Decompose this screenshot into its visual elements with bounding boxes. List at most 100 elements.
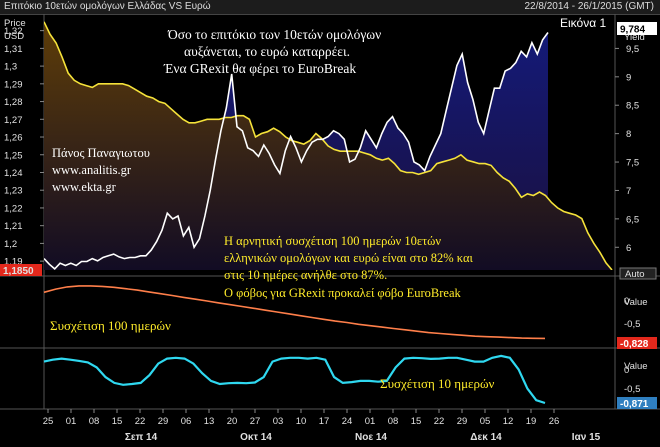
- left-axis-tick-label: 1,29: [4, 79, 23, 90]
- x-axis-tick-label: 24: [342, 416, 353, 427]
- x-axis-tick-label: 19: [526, 416, 537, 427]
- left-axis-tick-label: 1,2: [4, 239, 17, 250]
- x-axis-tick-label: 03: [273, 416, 284, 427]
- corr10-tick-label: 0: [624, 365, 629, 376]
- corr100-axis: 0 -0,5: [624, 296, 640, 330]
- auto-scale-label: Auto: [625, 269, 645, 280]
- x-axis-tick-label: 12: [503, 416, 514, 427]
- right-axis-tick-label: 9: [626, 72, 631, 83]
- corr10-label: Συσχέτιση 10 ημερών: [380, 376, 495, 391]
- x-axis-tick-label: 08: [89, 416, 100, 427]
- title-bar: Επιτόκιο 10ετών ομολόγων Ελλάδας VS Ευρώ…: [0, 0, 660, 15]
- left-axis-tick-label: 1,27: [4, 115, 23, 126]
- svg-text:αυξάνεται, το ευρώ καταρρέει.: αυξάνεται, το ευρώ καταρρέει.: [184, 44, 350, 59]
- svg-text:Ένα GRexit θα φέρει το EuroBre: Ένα GRexit θα φέρει το EuroBreak: [163, 61, 356, 76]
- x-axis-month-label: Δεκ 14: [470, 432, 502, 443]
- svg-text:Ο φόβος για GRexit προκαλεί φό: Ο φόβος για GRexit προκαλεί φόβο EuroBre…: [224, 286, 462, 300]
- auto-scale-button[interactable]: Auto: [619, 267, 657, 280]
- chart-title: Επιτόκιο 10ετών ομολόγων Ελλάδας VS Ευρώ: [4, 1, 211, 12]
- date-range: 22/8/2014 - 26/1/2015 (GMT): [524, 1, 654, 12]
- x-axis-tick-label: 08: [388, 416, 399, 427]
- right-axis-tick-label: 6,5: [626, 214, 639, 225]
- x-axis-tick-label: 15: [112, 416, 123, 427]
- corr100-tick-label: -0,5: [624, 319, 640, 330]
- correlation-note: Η αρνητική συσχέτιση 100 ημερών 10ετών ε…: [224, 234, 474, 300]
- x-axis-tick-label: 13: [204, 416, 215, 427]
- left-axis-tick-label: 1,31: [4, 44, 23, 55]
- yield-last-value-tag: 9,784: [617, 22, 657, 36]
- eurusd-last-value-tag: 1,1850: [0, 264, 42, 277]
- x-axis-tick-label: 01: [66, 416, 77, 427]
- corr10-axis: 0 -0,5: [624, 365, 640, 395]
- left-axis-tick-label: 1,26: [4, 133, 23, 144]
- x-axis-tick-label: 25: [43, 416, 54, 427]
- corr100-last-value-tag: -0,828: [617, 337, 657, 350]
- x-axis-tick-label: 06: [181, 416, 192, 427]
- x-axis-tick-label: 10: [296, 416, 307, 427]
- corr10-tick-label: -0,5: [624, 384, 640, 395]
- x-axis-month-label: Οκτ 14: [240, 432, 272, 443]
- left-axis-tick-label: 1,24: [4, 168, 23, 179]
- corr100-series-line: [43, 285, 546, 340]
- left-axis-tick-label: 1,19: [4, 257, 23, 268]
- left-axis-tick-label: 1,28: [4, 97, 23, 108]
- corr100-tick-label: 0: [624, 296, 629, 307]
- x-axis-tick-label: 29: [158, 416, 169, 427]
- right-axis-tick-label: 7,5: [626, 158, 639, 169]
- left-axis-label-top: Price: [4, 18, 26, 29]
- left-axis: 1,32 1,31 1,3 1,29 1,28 1,27 1,26 1,25 1,24 1,23 1…: [4, 26, 44, 268]
- corr100-axis-label: Value: [624, 297, 648, 308]
- x-axis-tick-label: 29: [457, 416, 468, 427]
- x-axis-tick-label: 22: [135, 416, 146, 427]
- left-axis-tick-label: 1,25: [4, 150, 23, 161]
- right-axis-tick-label: 8: [626, 129, 631, 140]
- x-axis-tick-label: 01: [365, 416, 376, 427]
- x-axis-tick-label: 05: [480, 416, 491, 427]
- right-axis-tick-label: 8,5: [626, 101, 639, 112]
- headline-annotation: Όσο το επιτόκιο των 10ετών ομολόγων αυξά…: [163, 27, 381, 76]
- panel-frames: [0, 14, 660, 410]
- x-axis: 25 01 08 15 22 29 06 13 20 27 03 10 17 24 01 08 15 22 29 05…: [43, 409, 601, 443]
- left-axis-tick-label: 1,3: [4, 62, 17, 73]
- svg-text:Πάνος Παναγιωτου: Πάνος Παναγιωτου: [52, 146, 150, 160]
- right-axis-tick-label: 9,5: [626, 44, 639, 55]
- left-axis-label-unit: USD: [4, 31, 24, 42]
- right-axis-label: Yield: [624, 32, 645, 43]
- svg-text:www.ekta.gr: www.ekta.gr: [52, 180, 117, 194]
- x-axis-tick-label: 17: [319, 416, 330, 427]
- right-axis-tick-label: 7: [626, 186, 631, 197]
- x-axis-month-label: Νοε 14: [355, 432, 387, 443]
- chart-canvas[interactable]: 1,321,311,31,291,281,271,261,251,241,231…: [0, 14, 660, 447]
- svg-text:9,784: 9,784: [620, 25, 645, 36]
- x-axis-tick-label: 15: [411, 416, 422, 427]
- corr10-axis-label: Value: [624, 361, 648, 372]
- left-axis-tick-label: 1,22: [4, 203, 23, 214]
- right-axis: 9,5 9 8,5 8 7,5 7 6,5 6: [615, 44, 639, 254]
- svg-text:-0,828: -0,828: [620, 339, 649, 350]
- x-axis-tick-label: 20: [227, 416, 238, 427]
- x-axis-tick-label: 27: [250, 416, 261, 427]
- corr10-last-value-tag: -0,871: [617, 397, 657, 410]
- x-axis-tick-label: 26: [549, 416, 560, 427]
- svg-text:1,1850: 1,1850: [3, 266, 34, 277]
- svg-text:ελληνικών ομολόγων και ευρώ εί: ελληνικών ομολόγων και ευρώ είναι στο 82…: [224, 251, 474, 265]
- corr10-series-line: [43, 354, 546, 405]
- left-axis-tick-label: 1,21: [4, 221, 23, 232]
- figure-label: Εικόνα 1: [560, 16, 606, 30]
- svg-text:στις 10 ημέρες ανήλθε στο 87%.: στις 10 ημέρες ανήλθε στο 87%.: [224, 268, 387, 282]
- x-axis-month-label: Ιαν 15: [572, 432, 601, 443]
- svg-text:Η αρνητική συσχέτιση 100 ημερώ: Η αρνητική συσχέτιση 100 ημερών 10ετών: [224, 234, 441, 248]
- x-axis-month-label: Σεπ 14: [125, 432, 158, 443]
- author-annotation: Πάνος Παναγιωτου www.analitis.gr www.ekt…: [52, 146, 150, 194]
- left-axis-tick-label: 1,32: [4, 26, 23, 37]
- corr100-label: Συσχέτιση 100 ημερών: [50, 318, 171, 333]
- left-axis-tick-label: 1,23: [4, 186, 23, 197]
- x-axis-tick-label: 22: [434, 416, 445, 427]
- svg-text:www.analitis.gr: www.analitis.gr: [52, 163, 132, 177]
- svg-text:Όσο το επιτόκιο των 10ετών ομο: Όσο το επιτόκιο των 10ετών ομολόγων: [167, 27, 381, 42]
- svg-text:-0,871: -0,871: [620, 399, 649, 410]
- yield-series-line: [44, 32, 549, 270]
- right-axis-tick-label: 6: [626, 243, 631, 254]
- eurusd-series-line: [44, 21, 613, 270]
